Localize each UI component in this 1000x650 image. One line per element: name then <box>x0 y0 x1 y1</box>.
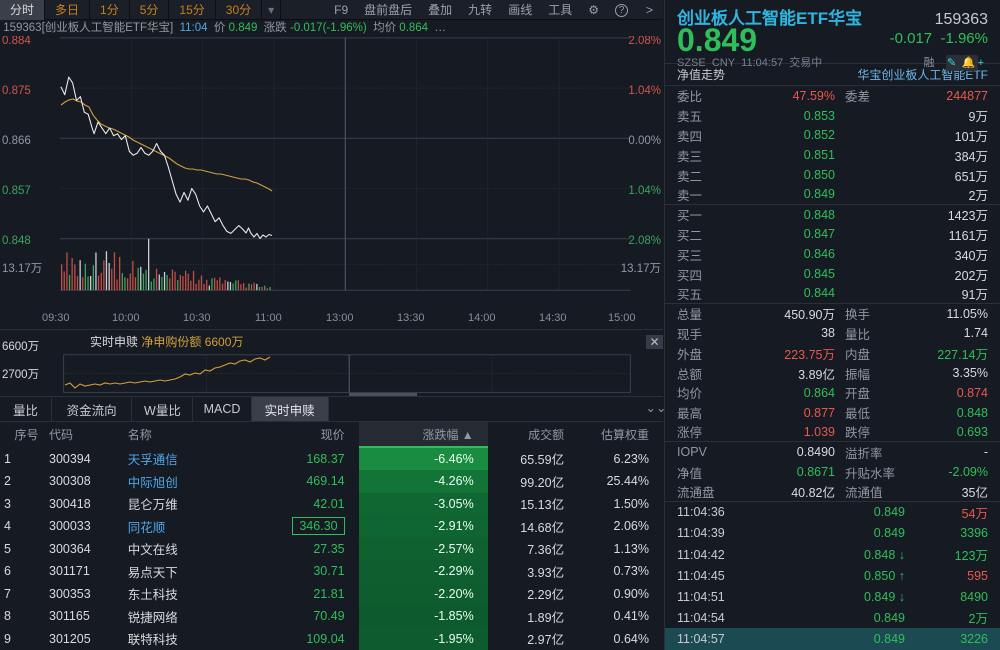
svg-text:0.857: 0.857 <box>2 185 31 197</box>
svg-text:2.08%: 2.08% <box>628 235 661 247</box>
svg-text:2.08%: 2.08% <box>628 36 661 47</box>
svg-text:0.875: 0.875 <box>2 85 31 97</box>
svg-text:1.04%: 1.04% <box>628 85 661 97</box>
svg-text:0.866: 0.866 <box>2 135 31 147</box>
svg-text:2700万: 2700万 <box>2 369 39 381</box>
svg-text:6600万: 6600万 <box>2 341 39 353</box>
svg-text:0.884: 0.884 <box>2 36 31 47</box>
svg-text:1.04%: 1.04% <box>628 185 661 197</box>
svg-text:0.00%: 0.00% <box>628 135 661 147</box>
svg-text:0.848: 0.848 <box>2 235 31 247</box>
svg-text:13.17万: 13.17万 <box>2 263 42 275</box>
svg-text:13.17万: 13.17万 <box>621 263 661 275</box>
